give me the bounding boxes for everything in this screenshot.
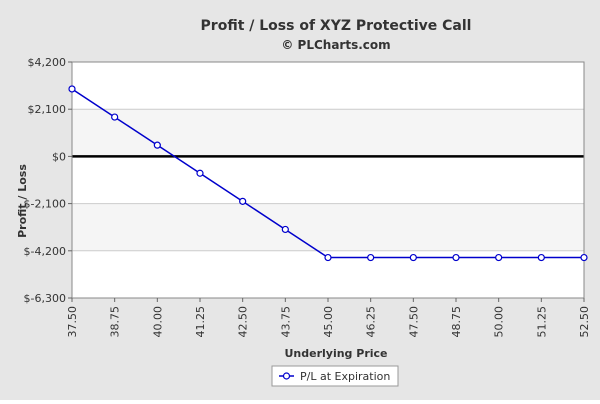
legend-box bbox=[271, 365, 399, 387]
x-axis-ticks: 37.50 38.75 40.00 41.25 42.50 43.75 45.00 46.25… bbox=[66, 298, 591, 338]
x-tick-label: 47.50 bbox=[407, 306, 420, 338]
data-point bbox=[68, 85, 76, 93]
legend-label: P/L at Expiration bbox=[300, 370, 390, 383]
x-tick-label: 51.25 bbox=[535, 306, 548, 338]
y-axis-label: Profit / Loss bbox=[16, 164, 29, 238]
plot-band bbox=[72, 203, 584, 251]
data-point bbox=[580, 253, 588, 262]
x-tick-label: 37.50 bbox=[66, 306, 79, 338]
x-tick-label: 45.00 bbox=[322, 306, 335, 338]
plot-band bbox=[72, 62, 584, 110]
data-point bbox=[367, 253, 375, 262]
x-tick-label: 43.75 bbox=[279, 306, 292, 338]
y-axis-ticks: $4,200 $2,100 $0 $-2,100 $-4,200 $-6,300 bbox=[24, 56, 72, 305]
x-tick-label: 41.25 bbox=[194, 306, 207, 338]
y-tick-label: $4,200 bbox=[28, 56, 67, 69]
data-point bbox=[409, 253, 417, 262]
x-tick-label: 42.50 bbox=[237, 306, 250, 338]
data-point bbox=[111, 113, 119, 121]
x-tick-label: 48.75 bbox=[450, 306, 463, 338]
data-point bbox=[239, 197, 247, 205]
y-tick-label: $-6,300 bbox=[24, 292, 66, 305]
chart-subtitle: © PLCharts.com bbox=[281, 38, 390, 52]
data-point bbox=[537, 253, 545, 262]
y-tick-label: $-2,100 bbox=[24, 198, 66, 211]
plot-band bbox=[72, 156, 584, 204]
legend-marker-icon bbox=[282, 372, 291, 380]
data-point bbox=[452, 253, 460, 262]
series-layer bbox=[68, 85, 588, 262]
plot-bands bbox=[72, 62, 584, 298]
data-point bbox=[153, 141, 161, 149]
data-point bbox=[196, 169, 204, 177]
legend[interactable]: P/L at Expiration bbox=[271, 365, 399, 387]
data-point bbox=[324, 253, 332, 262]
x-tick-label: 46.25 bbox=[365, 306, 378, 338]
chart-title: Profit / Loss of XYZ Protective Call bbox=[201, 18, 472, 34]
plot-band bbox=[72, 109, 584, 157]
y-tick-label: $-4,200 bbox=[24, 245, 66, 258]
x-tick-label: 50.00 bbox=[493, 306, 506, 338]
y-tick-label: $2,100 bbox=[28, 103, 67, 116]
y-tick-label: $0 bbox=[52, 150, 66, 163]
x-tick-label: 52.50 bbox=[578, 306, 591, 338]
data-point bbox=[281, 225, 289, 234]
x-axis-label: Underlying Price bbox=[284, 347, 387, 360]
x-tick-label: 38.75 bbox=[109, 306, 122, 338]
data-point bbox=[495, 253, 503, 262]
x-tick-label: 40.00 bbox=[151, 306, 164, 338]
